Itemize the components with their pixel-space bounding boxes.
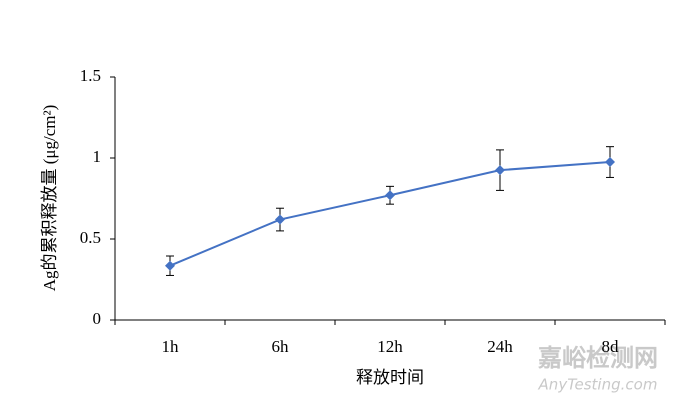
marker — [385, 190, 395, 201]
marker — [275, 214, 285, 225]
y-axis-label: Ag的累积释放量 (μg/cm²) — [40, 105, 59, 292]
watermark-url: AnyTesting.com — [538, 376, 658, 394]
x-tick-label: 24h — [487, 337, 513, 356]
marker — [495, 165, 505, 176]
x-tick-label: 6h — [272, 337, 290, 356]
series-line — [169, 161, 611, 267]
x-tick-label: 1h — [162, 337, 180, 356]
x-axis-label: 释放时间 — [356, 368, 424, 387]
marker — [605, 157, 615, 168]
y-tick-label: 1 — [93, 147, 102, 166]
x-tick-label: 12h — [377, 337, 403, 356]
x-tick-label: 8d — [602, 337, 620, 356]
marker — [165, 260, 175, 271]
watermark-title: 嘉峪检测网 — [538, 344, 658, 372]
y-tick-label: 0.5 — [80, 228, 101, 247]
y-tick-label: 1.5 — [80, 66, 101, 85]
y-tick-label: 0 — [93, 309, 102, 328]
